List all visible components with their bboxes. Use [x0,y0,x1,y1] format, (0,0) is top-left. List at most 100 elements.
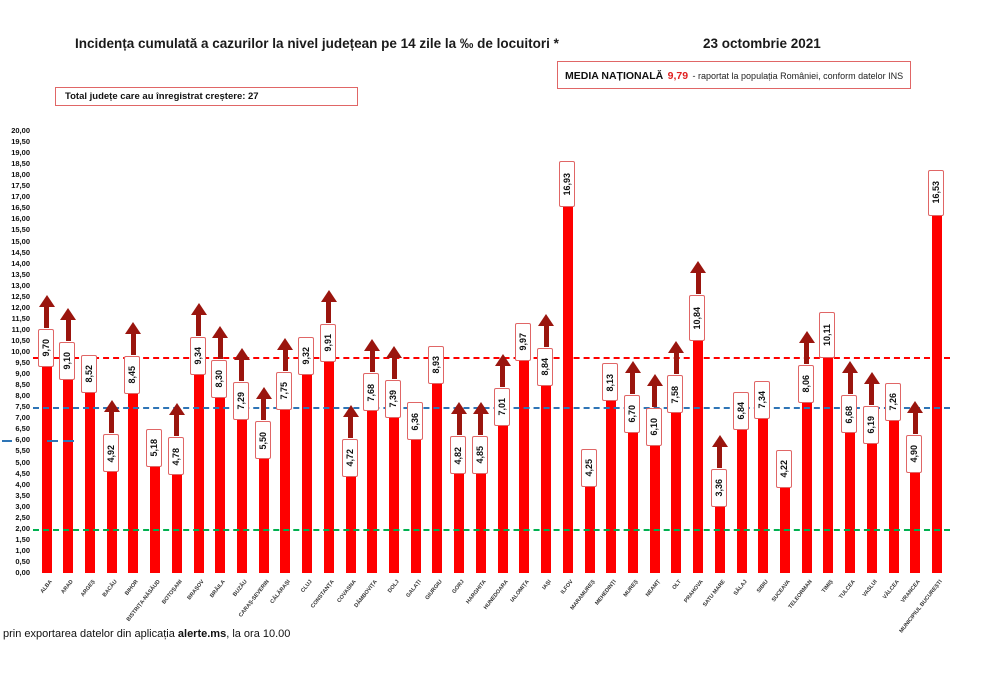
value-label: 4,82 [450,436,467,475]
value-label: 9,70 [37,328,54,367]
y-tick-label: 0,00 [15,568,30,577]
y-tick-label: 4,50 [15,468,30,478]
y-tick-label: 14,00 [11,258,30,268]
y-tick-label: 5,50 [15,446,30,456]
page-title: Incidența cumulată a cazurilor la nivel … [75,36,559,51]
blue-tick-mark [63,440,74,443]
bar-olt [671,405,682,573]
report-date: 23 octombrie 2021 [703,36,821,51]
value-label: 6,19 [862,406,879,445]
y-tick-label: 2,00 [15,523,30,533]
y-tick-label: 16,00 [11,214,30,224]
bar-harghita [475,465,486,573]
blue-tick-mark [2,440,12,443]
y-tick-label: 15,00 [11,236,30,246]
y-tick-label: 12,50 [11,291,30,301]
value-label: 6,68 [841,395,858,434]
value-label: 10,11 [819,311,836,358]
increase-arrow-icon [668,341,685,375]
value-label: 7,26 [884,382,901,421]
y-tick-label: 9,00 [15,369,30,379]
value-label: 5,18 [146,428,163,467]
value-label: 9,34 [189,336,206,375]
bar-br-ila [215,389,226,573]
value-label: 5,50 [254,421,271,460]
y-tick-label: 11,00 [11,324,30,334]
bar-maramure- [584,479,595,573]
increase-arrow-icon [277,337,294,371]
total-increase-box: Total județe care au înregistrat creșter… [55,87,358,106]
footer-text-before: prin exportarea datelor din aplicația [3,628,178,640]
increase-arrow-icon [538,313,555,347]
y-tick-label: 5,00 [15,457,30,467]
y-tick-label: 1,50 [15,534,30,544]
y-tick-label: 8,00 [15,391,30,401]
y-tick-label: 18,00 [11,170,30,180]
value-label: 10,84 [689,295,706,342]
y-tick-label: 12,00 [11,302,30,312]
value-label: 7,68 [363,373,380,412]
y-tick-label: 14,50 [11,247,30,257]
bar-alba [41,358,52,573]
y-tick-label: 15,50 [11,225,30,235]
y-tick-label: 11,50 [11,313,30,323]
reference-line-media-nationala [33,356,950,359]
increase-arrow-icon [472,401,489,435]
value-label: 4,92 [102,434,119,473]
y-tick-label: 1,00 [15,545,30,555]
y-tick-label: 6,00 [15,435,30,445]
increase-arrow-icon [255,387,272,421]
y-tick-label: 6,50 [15,424,30,434]
increase-arrow-icon [494,354,511,388]
increase-arrow-icon [103,400,120,434]
bar-d-mbovi-a [367,403,378,573]
increase-arrow-icon [798,330,815,364]
y-tick-label: 20,00 [11,126,30,135]
y-tick-label: 16,50 [11,203,30,213]
bar-satu-mare [714,498,725,573]
bar-bac-u [106,464,117,573]
value-label: 4,78 [167,437,184,476]
increase-arrow-icon [624,360,641,394]
y-tick-label: 13,50 [11,269,30,279]
increase-arrow-icon [190,302,207,336]
bar-giurgiu [432,375,443,573]
bar-s-laj [736,421,747,573]
bar-gorj [454,466,465,573]
bar-constan-a [323,353,334,573]
value-label: 7,01 [493,388,510,427]
value-label: 6,84 [732,391,749,430]
value-label: 6,10 [645,408,662,447]
bar-suceava [779,479,790,573]
bar-ilfov [562,198,573,573]
bar-cluj [302,367,313,573]
increase-arrow-icon [863,372,880,406]
bar-arge- [84,384,95,573]
bar-gala-i [410,432,421,573]
y-tick-label: 8,50 [15,380,30,390]
increase-arrow-icon [646,374,663,408]
value-label: 8,30 [211,359,228,398]
increase-arrow-icon [907,400,924,434]
bar-dolj [389,409,400,573]
bar-mure- [627,424,638,573]
increase-arrow-icon [386,345,403,379]
value-label: 8,52 [80,354,97,393]
increase-arrow-icon [711,434,728,468]
bar-timi- [823,349,834,573]
bar-boto-ani [171,467,182,573]
national-average-label: MEDIA NAȚIONALĂ [565,70,664,82]
value-label: 16,53 [928,169,945,216]
value-label: 9,91 [319,323,336,362]
bar-prahova [693,333,704,573]
bar-arad [63,371,74,573]
national-average-value: 9,79 [667,70,689,82]
bar-municipiul-bucure-ti [932,207,943,573]
bar-teleorman [801,394,812,573]
y-tick-label: 17,50 [11,181,30,191]
value-label: 8,06 [797,364,814,403]
bar-covasna [345,468,356,573]
bar-bra-ov [193,366,204,573]
x-axis-label: MUNICIPIUL BUCUREȘTI [898,579,944,635]
y-tick-label: 19,00 [11,148,30,158]
